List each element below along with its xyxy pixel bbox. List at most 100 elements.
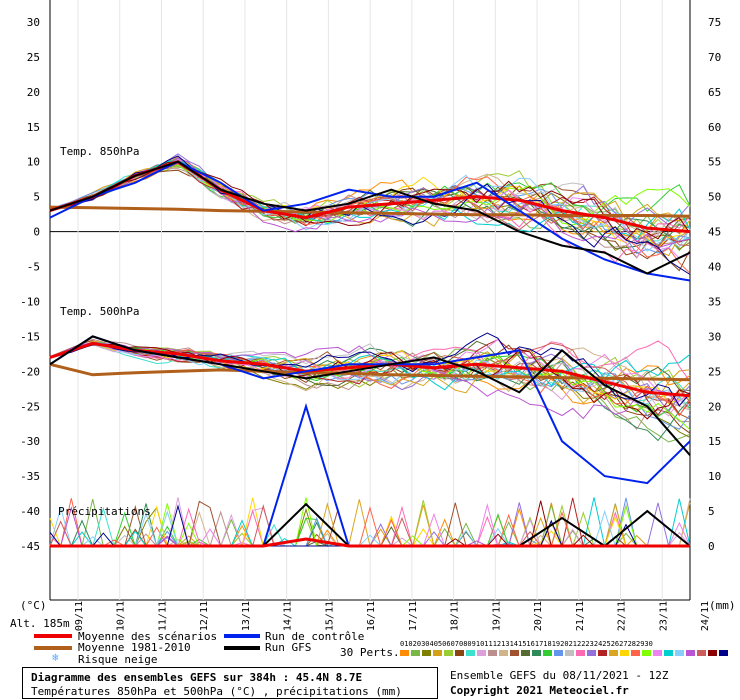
- x-tick-label: 20/11: [533, 601, 544, 631]
- y-tick-left: -30: [20, 435, 40, 448]
- panel-label-precip: Précipitations: [58, 505, 151, 518]
- x-tick-label: 13/11: [241, 601, 252, 631]
- y-tick-right: 60: [708, 121, 721, 134]
- chart-title: Diagramme des ensembles GEFS sur 384h : …: [31, 671, 363, 684]
- perturbation-swatch: [554, 650, 563, 656]
- series-line-10: [50, 537, 690, 548]
- perturbation-swatch: [466, 650, 475, 656]
- legend-moyenne-1981: Moyenne 1981-2010: [78, 641, 191, 654]
- x-tick-label: 11/11: [157, 601, 168, 631]
- legend-swatch-moyenne-1981: [34, 646, 72, 650]
- perturbation-swatch: [719, 650, 728, 656]
- y-tick-left: -15: [20, 330, 40, 343]
- x-tick-label: 22/11: [617, 601, 628, 631]
- y-tick-right: 5: [708, 505, 715, 518]
- perturbation-swatch: [499, 650, 508, 656]
- y-tick-right: 75: [708, 16, 721, 29]
- y-tick-left: 20: [27, 86, 40, 99]
- y-tick-right: 0: [708, 540, 715, 553]
- chart-subtitle: Températures 850hPa et 500hPa (°C) , pré…: [31, 685, 402, 698]
- y-tick-left: -10: [20, 295, 40, 308]
- series-line-3: [49, 160, 691, 275]
- y-tick-left: 0: [33, 226, 40, 239]
- ensemble-run-info: Ensemble GEFS du 08/11/2021 - 12Z: [450, 669, 669, 682]
- x-tick-label: 17/11: [408, 601, 419, 631]
- x-tick-label: 21/11: [575, 601, 586, 631]
- y-tick-right: 65: [708, 86, 721, 99]
- y-tick-right: 70: [708, 51, 721, 64]
- perturbation-850-line: [49, 159, 691, 240]
- series-line-5: [49, 341, 691, 398]
- panel-label-850: Temp. 850hPa: [60, 145, 139, 158]
- perturbation-500-line: [49, 343, 691, 417]
- perturbation-swatch: [620, 650, 629, 656]
- x-tick-label: 14/11: [283, 601, 294, 631]
- perturbation-swatch: [411, 650, 420, 656]
- perturbation-swatch: [422, 650, 431, 656]
- panel-label-500: Temp. 500hPa: [60, 305, 139, 318]
- perturbation-swatch: [708, 650, 717, 656]
- perturbation-swatch: [675, 650, 684, 656]
- perturbation-swatch: [598, 650, 607, 656]
- y-tick-left: 25: [27, 51, 40, 64]
- x-tick-label: 16/11: [366, 601, 377, 631]
- y-tick-right: 30: [708, 330, 721, 343]
- y-tick-left: -5: [27, 261, 40, 274]
- perturbation-swatch: [400, 650, 409, 656]
- y-tick-left: -45: [20, 540, 40, 553]
- perturbation-swatch: [664, 650, 673, 656]
- copyright: Copyright 2021 Meteociel.fr: [450, 684, 629, 697]
- perturbation-swatch: [433, 650, 442, 656]
- y-tick-left: -35: [20, 470, 40, 483]
- y-tick-left: -20: [20, 365, 40, 378]
- perturbation-swatch: [477, 650, 486, 656]
- perturbation-swatch: [587, 650, 596, 656]
- perturbation-swatch: [488, 650, 497, 656]
- legend-run-controle: Run de contrôle: [265, 630, 365, 643]
- x-tick-label: 18/11: [450, 601, 461, 631]
- y-tick-left: 30: [27, 16, 40, 29]
- perturbation-swatch: [455, 650, 464, 656]
- perturbation-swatch: [444, 650, 453, 656]
- legend-risque-neige: Risque neige: [78, 653, 158, 666]
- y-tick-right: 10: [708, 470, 721, 483]
- y-tick-right: 15: [708, 435, 721, 448]
- y-tick-right: 35: [708, 295, 721, 308]
- y-tick-left: -40: [20, 505, 40, 518]
- perturbation-swatch: [642, 650, 651, 656]
- y-tick-right: 40: [708, 261, 721, 274]
- perturbation-swatch: [521, 650, 530, 656]
- snowflake-icon: ❄: [52, 651, 59, 664]
- legend-swatch-run-gfs: [224, 646, 260, 650]
- x-tick-label: 15/11: [324, 601, 335, 631]
- y-tick-left: 15: [27, 121, 40, 134]
- perturbation-swatch: [653, 650, 662, 656]
- y-tick-right: 25: [708, 365, 721, 378]
- legend-moyenne-scenarios: Moyenne des scénarios: [78, 630, 218, 643]
- y-tick-right: 20: [708, 400, 721, 413]
- perturbation-swatch: [565, 650, 574, 656]
- perturbation-500-line: [49, 341, 691, 420]
- perturbation-swatch: [532, 650, 541, 656]
- perturbation-swatch: [510, 650, 519, 656]
- perturbation-500-line: [49, 339, 691, 417]
- x-tick-label: 09/11: [74, 601, 85, 631]
- perturbation-swatch: [609, 650, 618, 656]
- right-axis-unit: (mm): [709, 599, 736, 612]
- y-tick-right: 55: [708, 156, 721, 169]
- series-line-7: [49, 335, 691, 456]
- perturbation-swatch: [697, 650, 706, 656]
- perturbation-numbers: 0102030405060708091011121314151617181920…: [400, 640, 653, 648]
- legend-perts: 30 Perts.: [340, 646, 400, 659]
- y-tick-right: 50: [708, 191, 721, 204]
- perturbation-500-line: [49, 344, 691, 411]
- y-tick-left: 5: [33, 191, 40, 204]
- perturbation-500-line: [49, 343, 691, 420]
- perturbation-swatch: [686, 650, 695, 656]
- x-tick-label: 19/11: [491, 601, 502, 631]
- x-tick-label: 12/11: [199, 601, 210, 631]
- perturbation-850-line: [49, 161, 691, 240]
- y-tick-right: 45: [708, 226, 721, 239]
- left-axis-unit: (°C): [20, 599, 47, 612]
